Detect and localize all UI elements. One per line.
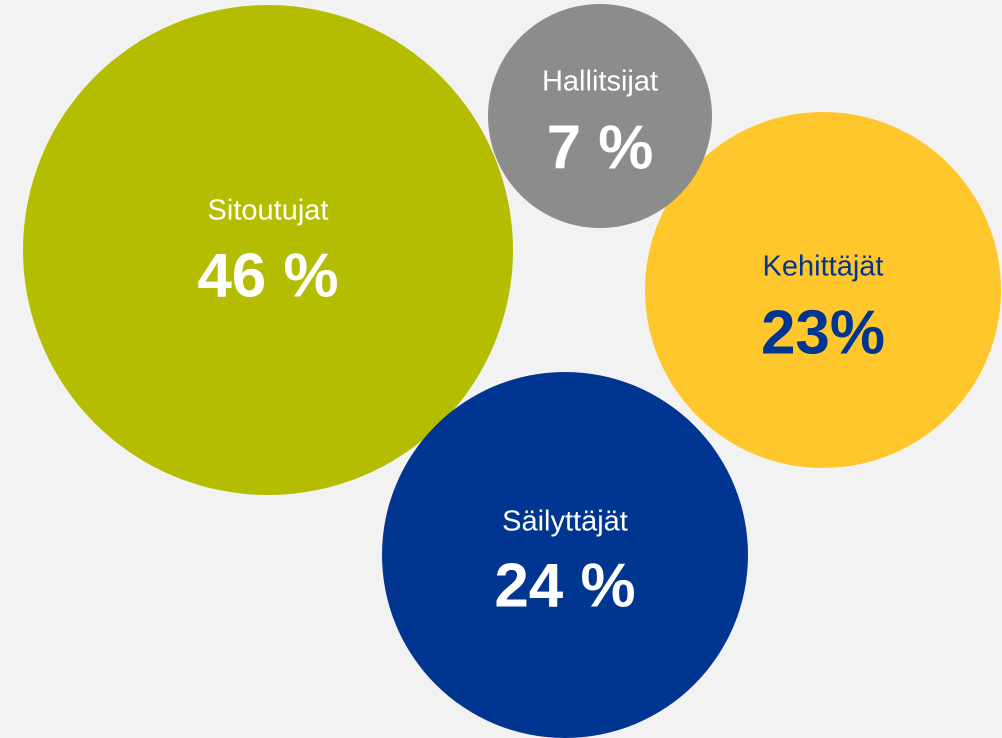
bubble: [645, 112, 1001, 468]
bubble-name: Hallitsijat: [542, 66, 658, 98]
bubble-value: 7 %: [547, 113, 654, 182]
bubble-name: Kehittäjät: [763, 251, 884, 283]
bubble: [382, 372, 748, 738]
bubble-name: Säilyttäjät: [502, 506, 628, 538]
bubble-name: Sitoutujat: [208, 195, 329, 227]
bubble: [488, 4, 712, 228]
bubble-value: 23%: [761, 298, 885, 367]
bubble: [23, 5, 513, 495]
bubble-value: 24 %: [494, 551, 635, 620]
bubble-value: 46 %: [197, 241, 338, 310]
